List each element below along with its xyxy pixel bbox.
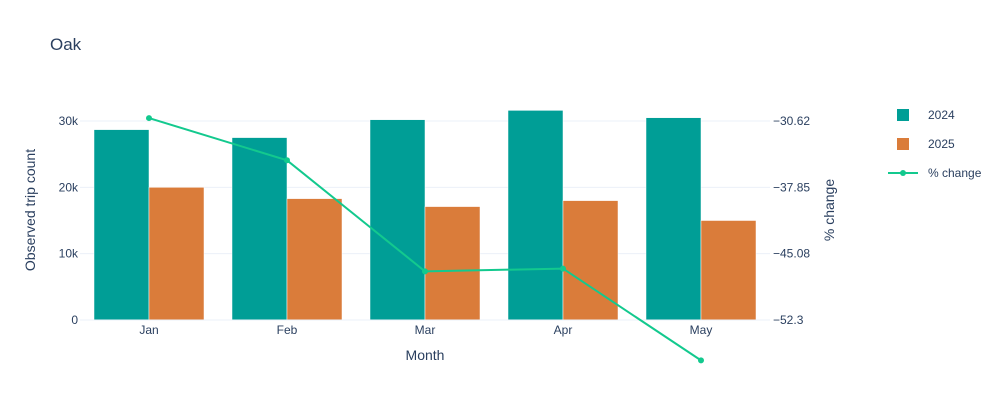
y-tick-label: 0 [71,313,78,327]
bar-2024-jan [93,129,150,321]
bar-2025-mar [424,206,481,321]
y2-axis-ticks: −52.3 −45.08 −37.85 −30.62 [773,114,810,327]
bar-2024-mar [369,119,426,321]
y-axis-title: Observed trip count [22,149,38,271]
bar-2024-feb [231,137,288,321]
legend-label: 2025 [928,137,955,151]
pct-change-point-mar [422,268,428,275]
bar-2025-jan [148,187,205,321]
pct-change-point-apr [560,265,566,272]
y-tick-label: 30k [59,114,79,128]
pct-change-point-feb [284,157,290,164]
legend-swatch-marker [900,170,906,176]
y2-tick-label: −30.62 [773,114,810,128]
y2-tick-label: −45.08 [773,247,810,261]
y2-tick-label: −37.85 [773,180,810,194]
pct-change-line [146,115,704,364]
bars [80,110,770,321]
legend-swatch-2024 [897,109,909,121]
y-axis-ticks: 0 10k 20k 30k [59,114,79,327]
bar-2025-feb [286,198,343,321]
y-tick-label: 10k [59,247,79,261]
bar-2024-apr [507,110,564,321]
bar-2025-may [700,220,757,321]
y2-tick-label: −52.3 [773,313,804,327]
pct-change-point-jan [146,115,152,122]
legend-swatch-2025 [897,138,909,150]
bar-2025-apr [562,200,619,321]
x-tick-label: May [690,323,713,337]
bar-2024-may [645,117,702,321]
x-tick-label: Feb [277,323,298,337]
legend: 2024 2025 % change [888,108,982,180]
chart-title: Oak [50,35,82,54]
x-axis-title: Month [406,347,445,363]
legend-label: 2024 [928,108,955,122]
x-axis-ticks: Jan Feb Mar Apr May [139,323,712,337]
x-tick-label: Jan [139,323,158,337]
legend-label: % change [928,166,982,180]
x-tick-label: Apr [554,323,573,337]
pct-change-point-may [698,357,704,364]
y2-axis-title: % change [821,179,837,241]
y-tick-label: 20k [59,180,79,194]
x-tick-label: Mar [415,323,436,337]
